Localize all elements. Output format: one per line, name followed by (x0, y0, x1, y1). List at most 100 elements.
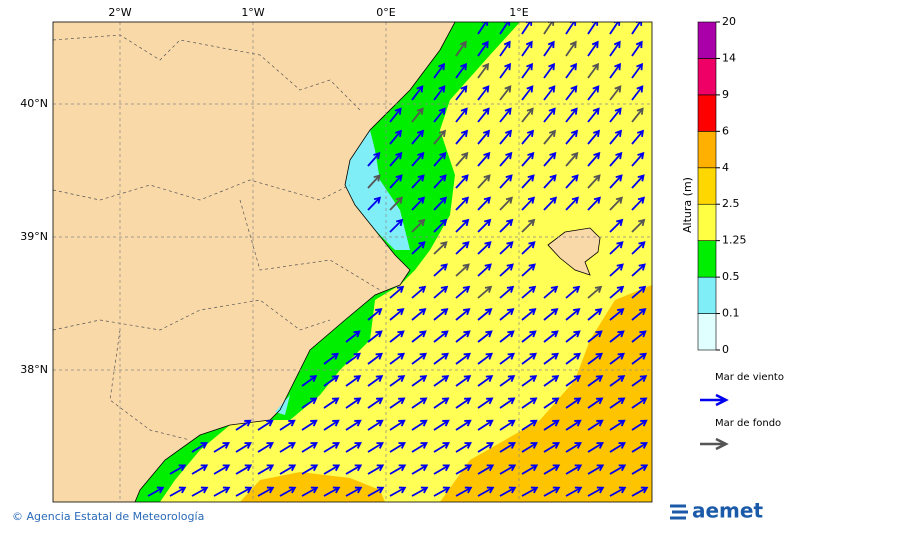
wave-arrow (499, 486, 517, 497)
wave-arrow (631, 263, 646, 277)
colorbar-tick-label: 0 (722, 343, 729, 356)
wave-arrow (323, 352, 339, 365)
wave-arrow (521, 218, 536, 233)
wave-arrow (587, 85, 600, 101)
wave-arrow (433, 352, 449, 365)
wave-arrow (587, 375, 604, 387)
wave-arrow (169, 464, 187, 475)
swell-zone (240, 285, 652, 502)
wave-arrow (631, 285, 647, 299)
wave-arrow (323, 397, 340, 409)
wave-arrow (235, 442, 252, 453)
wave-arrow (631, 375, 648, 387)
island (547, 227, 601, 276)
wave-arrow (543, 486, 561, 497)
colorbar-label: Altura (m) (681, 177, 694, 233)
wave-arrow (455, 85, 468, 101)
lon-label: 1°W (241, 6, 264, 19)
wave-arrow (499, 129, 513, 145)
wave-arrow (631, 107, 644, 123)
wave-arrow (389, 218, 404, 233)
wave-arrow (521, 107, 534, 123)
wave-arrow (169, 486, 187, 497)
wave-arrow (433, 308, 449, 321)
wave-arrow (455, 129, 469, 145)
wave-arrow (411, 285, 427, 299)
wave-arrow (543, 442, 560, 453)
colorbar-band (697, 21, 717, 59)
wave-arrow (565, 352, 581, 365)
wave-arrow (411, 85, 424, 101)
wave-arrow (345, 397, 362, 409)
wave-arrow (609, 151, 623, 167)
wave-arrow (499, 308, 515, 321)
logo-icon (670, 504, 688, 520)
lon-label: 1°E (509, 6, 528, 19)
wave-arrow (609, 218, 624, 233)
wave-arrow (521, 352, 537, 365)
wave-arrow (609, 464, 627, 475)
wave-arrow (367, 174, 381, 189)
wave-arrow (521, 464, 539, 475)
wave-arrow (587, 352, 603, 365)
wave-arrow (499, 174, 513, 189)
wave-arrow (565, 174, 579, 189)
wave-arrow (521, 442, 538, 453)
wave-arrow (521, 196, 536, 211)
wave-arrow (521, 285, 537, 299)
wave-arrow (367, 486, 385, 497)
wave-arrow (521, 419, 538, 431)
wave-arrow (411, 218, 426, 233)
wave-arrow (301, 397, 318, 409)
colorbar-tick-label: 1.25 (722, 234, 747, 247)
wave-arrow (543, 308, 559, 321)
footer-credit: © Agencia Estatal de Meteorología (12, 510, 204, 523)
wave-arrow (631, 196, 646, 211)
wave-arrow (323, 442, 340, 453)
wave-arrow (455, 308, 471, 321)
wave-arrow (411, 375, 428, 387)
wave-arrow (521, 486, 539, 497)
wave-arrow (367, 308, 383, 321)
wave-arrow (521, 151, 535, 167)
wave-arrow (631, 85, 644, 101)
wave-arrow (609, 285, 625, 299)
wave-arrow (609, 352, 625, 365)
wave-arrow (279, 442, 296, 453)
wave-arrow (389, 397, 406, 409)
wave-arrow (477, 352, 493, 365)
wave-arrow (257, 419, 274, 431)
wave-arrow (477, 442, 494, 453)
wave-arrow (609, 62, 622, 79)
wave-arrow (565, 40, 577, 57)
wave-arrow (609, 174, 623, 189)
wave-arrow (565, 308, 581, 321)
wave-arrow (477, 196, 492, 211)
wave-arrow (433, 62, 446, 79)
wave-arrow (543, 196, 558, 211)
wave-arrow (411, 352, 427, 365)
wave-arrow (455, 375, 472, 387)
wave-arrow (411, 241, 426, 255)
wave-arrow (257, 464, 275, 475)
wave-arrow (389, 196, 404, 211)
wave-arrow (235, 464, 253, 475)
wave-arrow (455, 40, 467, 57)
wave-arrow (543, 330, 559, 343)
wave-arrow (631, 218, 646, 233)
wave-arrow (345, 419, 362, 431)
wave-arrow (565, 330, 581, 343)
wave-arrow (631, 486, 649, 497)
wave-arrow (565, 464, 583, 475)
wave-arrow (565, 442, 582, 453)
wave-arrow (213, 464, 231, 475)
wave-arrow (609, 375, 626, 387)
wave-arrow (367, 196, 382, 211)
wave-arrow (477, 464, 495, 475)
wave-arrow (389, 442, 406, 453)
wave-arrow (191, 442, 208, 453)
lat-label: 40°N (20, 97, 48, 110)
wave-arrow (301, 419, 318, 431)
wave-arrow (587, 151, 601, 167)
wave-arrow (499, 107, 512, 123)
